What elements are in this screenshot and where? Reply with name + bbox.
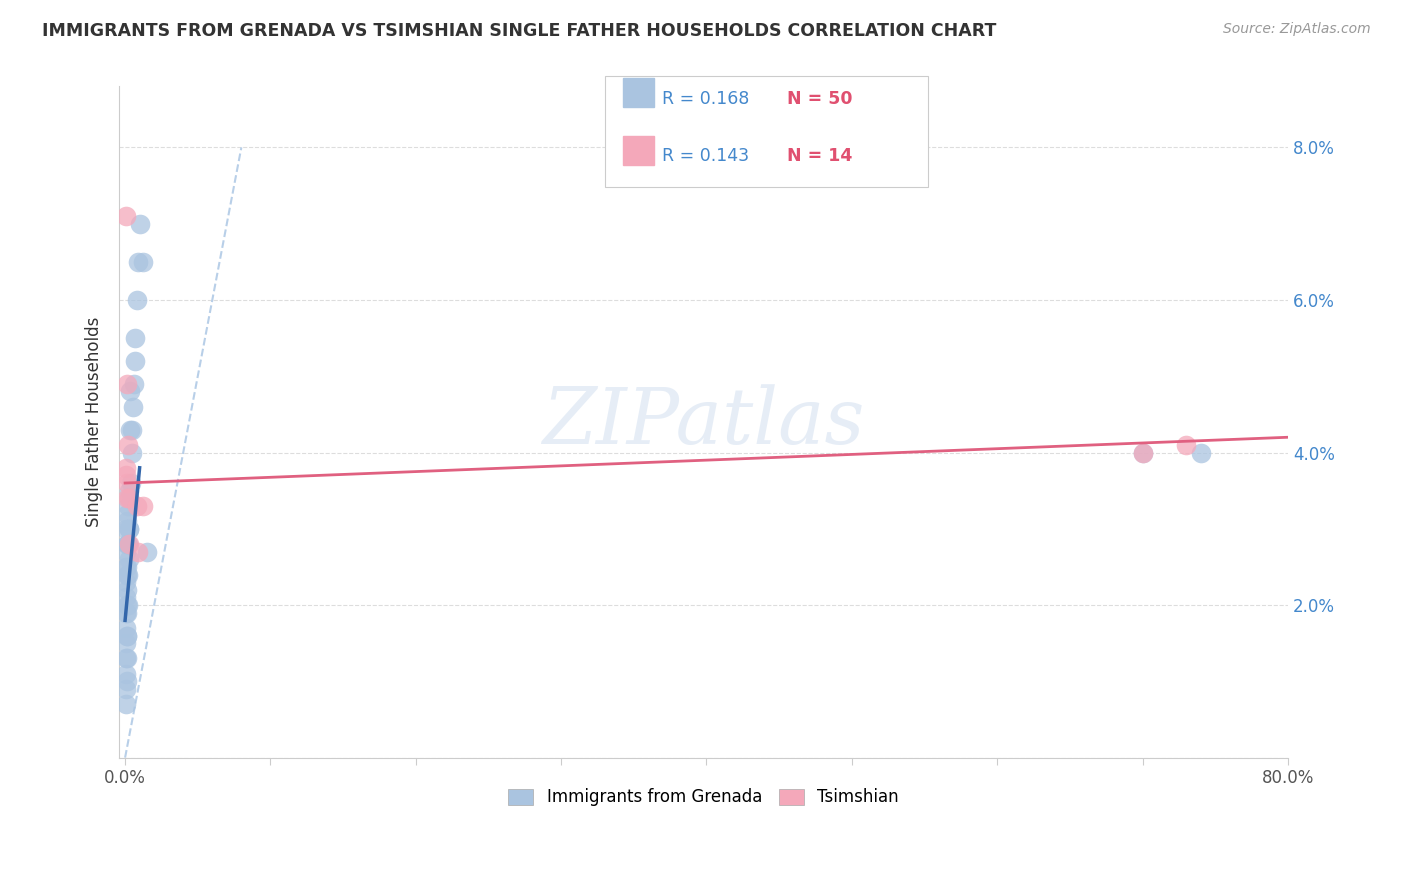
Point [114, 606, 136, 620]
Point [125, 499, 148, 513]
Point [117, 598, 139, 612]
Point [117, 537, 139, 551]
Point [114, 666, 136, 681]
Point [115, 491, 138, 506]
Point [120, 384, 142, 399]
Point [117, 438, 139, 452]
Point [115, 537, 138, 551]
Point [117, 376, 139, 391]
Point [117, 537, 139, 551]
Point [114, 651, 136, 665]
Point [115, 514, 138, 528]
Point [117, 499, 139, 513]
Point [118, 483, 141, 498]
Legend: Immigrants from Grenada, Tsimshian: Immigrants from Grenada, Tsimshian [502, 781, 905, 814]
Point [114, 681, 136, 696]
Point [115, 674, 138, 689]
Point [117, 567, 139, 582]
Point [117, 629, 139, 643]
Point [115, 560, 138, 574]
Point [114, 209, 136, 223]
Point [131, 499, 153, 513]
Point [115, 582, 138, 597]
Text: R = 0.168: R = 0.168 [662, 90, 749, 108]
Point [115, 606, 138, 620]
Point [1175, 438, 1198, 452]
Point [114, 522, 136, 536]
Text: Source: ZipAtlas.com: Source: ZipAtlas.com [1223, 22, 1371, 37]
Point [127, 255, 149, 269]
Point [122, 400, 145, 414]
Text: N = 50: N = 50 [787, 90, 853, 108]
Point [128, 217, 150, 231]
Point [115, 651, 138, 665]
Point [127, 544, 149, 558]
Point [124, 331, 146, 345]
Point [120, 476, 142, 491]
Point [1132, 445, 1154, 459]
Text: ZIPatlas: ZIPatlas [543, 384, 865, 460]
Point [114, 621, 136, 635]
Point [117, 507, 139, 521]
Text: R = 0.143: R = 0.143 [662, 147, 749, 165]
Text: N = 14: N = 14 [787, 147, 852, 165]
Point [121, 423, 143, 437]
Point [1189, 445, 1212, 459]
Point [114, 636, 136, 650]
Point [1132, 445, 1154, 459]
Point [131, 255, 153, 269]
Point [125, 293, 148, 307]
Point [118, 537, 141, 551]
Point [118, 491, 141, 506]
Text: IMMIGRANTS FROM GRENADA VS TSIMSHIAN SINGLE FATHER HOUSEHOLDS CORRELATION CHART: IMMIGRANTS FROM GRENADA VS TSIMSHIAN SIN… [42, 22, 997, 40]
Point [124, 354, 146, 368]
Point [115, 460, 138, 475]
Y-axis label: Single Father Households: Single Father Households [86, 317, 103, 527]
Point [114, 698, 136, 712]
Point [118, 491, 141, 506]
Point [121, 445, 143, 459]
Point [118, 522, 141, 536]
Point [114, 560, 136, 574]
Point [118, 552, 141, 566]
Point [118, 522, 141, 536]
Point [120, 423, 142, 437]
Point [114, 468, 136, 483]
Point [114, 575, 136, 590]
Point [114, 591, 136, 605]
Point [114, 544, 136, 558]
Point [115, 476, 138, 491]
Point [122, 376, 145, 391]
Point [135, 544, 157, 558]
Point [115, 629, 138, 643]
Point [117, 567, 139, 582]
Point [117, 598, 139, 612]
